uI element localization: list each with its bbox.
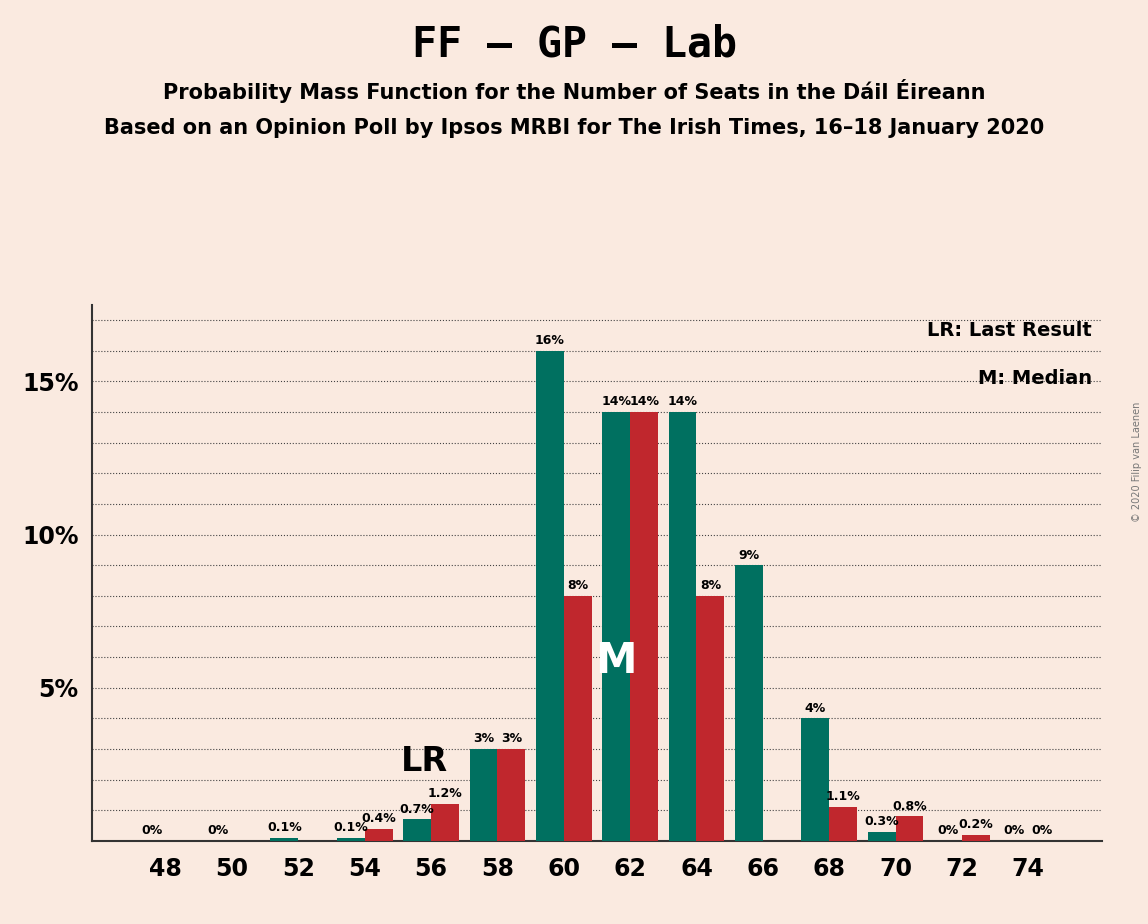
Bar — [697, 596, 724, 841]
Bar — [564, 596, 591, 841]
Text: 3%: 3% — [473, 733, 494, 746]
Text: 0.4%: 0.4% — [362, 812, 396, 825]
Text: 8%: 8% — [700, 579, 721, 592]
Text: LR: LR — [401, 745, 449, 778]
Bar — [271, 838, 298, 841]
Text: 0%: 0% — [1003, 824, 1025, 837]
Text: 0.3%: 0.3% — [864, 815, 899, 828]
Bar — [403, 820, 430, 841]
Text: 4%: 4% — [805, 701, 825, 714]
Bar — [497, 749, 526, 841]
Text: 14%: 14% — [668, 395, 698, 408]
Text: 1.2%: 1.2% — [427, 787, 463, 800]
Text: 8%: 8% — [567, 579, 588, 592]
Text: M: M — [596, 639, 637, 682]
Text: 0.1%: 0.1% — [333, 821, 369, 834]
Bar — [868, 832, 895, 841]
Text: © 2020 Filip van Laenen: © 2020 Filip van Laenen — [1132, 402, 1142, 522]
Text: 0.1%: 0.1% — [267, 821, 302, 834]
Bar — [470, 749, 497, 841]
Bar — [962, 834, 990, 841]
Text: 1.1%: 1.1% — [825, 790, 861, 804]
Text: 14%: 14% — [629, 395, 659, 408]
Text: Probability Mass Function for the Number of Seats in the Dáil Éireann: Probability Mass Function for the Number… — [163, 79, 985, 103]
Text: 0%: 0% — [141, 824, 162, 837]
Text: 0.7%: 0.7% — [400, 803, 434, 816]
Bar — [536, 351, 564, 841]
Bar — [895, 816, 923, 841]
Text: FF – GP – Lab: FF – GP – Lab — [411, 23, 737, 65]
Text: 0%: 0% — [938, 824, 959, 837]
Text: 16%: 16% — [535, 334, 565, 347]
Text: LR: Last Result: LR: Last Result — [928, 321, 1092, 340]
Text: 14%: 14% — [602, 395, 631, 408]
Text: 3%: 3% — [501, 733, 522, 746]
Text: M: Median: M: Median — [978, 370, 1092, 388]
Text: 0.2%: 0.2% — [959, 818, 993, 831]
Bar — [603, 412, 630, 841]
Text: 9%: 9% — [738, 549, 760, 562]
Text: Based on an Opinion Poll by Ipsos MRBI for The Irish Times, 16–18 January 2020: Based on an Opinion Poll by Ipsos MRBI f… — [103, 118, 1045, 139]
Bar — [336, 838, 365, 841]
Bar — [829, 808, 858, 841]
Bar — [365, 829, 393, 841]
Bar — [735, 565, 763, 841]
Text: 0%: 0% — [1032, 824, 1053, 837]
Bar — [430, 804, 459, 841]
Text: 0.8%: 0.8% — [892, 799, 926, 813]
Text: 0%: 0% — [208, 824, 228, 837]
Bar — [668, 412, 697, 841]
Bar — [630, 412, 658, 841]
Bar — [801, 718, 829, 841]
